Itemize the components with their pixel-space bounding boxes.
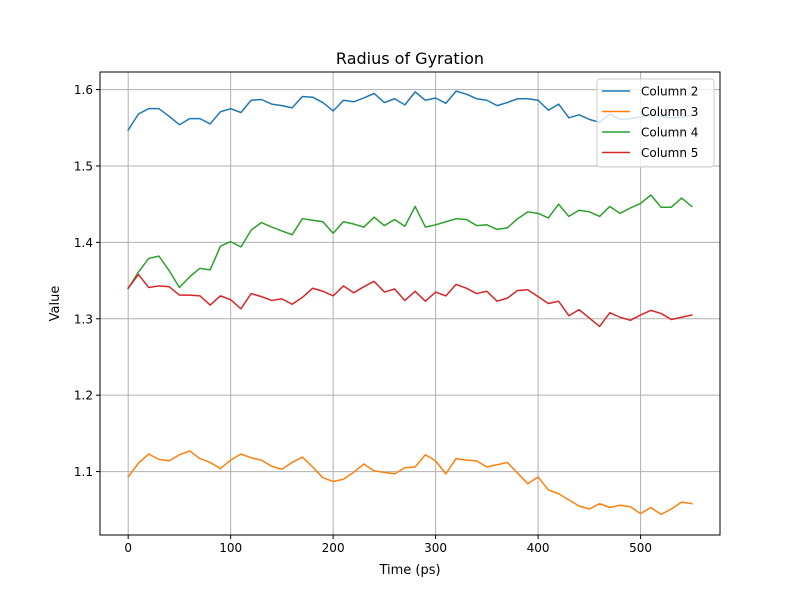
series-line-5 [127, 273, 693, 328]
legend: Column 2 Column 3 Column 4 Column 5 [596, 78, 715, 168]
y-tick-label: 1.4 [74, 236, 93, 250]
axis-ticks: 0 100 200 300 400 500 1.1 1.2 1.3 1.4 1.5 1.6 [74, 83, 652, 555]
legend-label: Column 5 [641, 146, 698, 160]
legend-label: Column 4 [641, 126, 698, 140]
x-tick-label: 0 [124, 541, 132, 555]
chart-title: Radius of Gyration [336, 49, 484, 68]
x-tick-label: 200 [322, 541, 345, 555]
legend-label: Column 3 [641, 105, 698, 119]
axes-frame [99, 71, 721, 536]
legend-label: Column 2 [641, 85, 698, 99]
y-axis-label: Value [48, 286, 63, 322]
y-tick-label: 1.2 [74, 389, 93, 403]
y-tick-label: 1.1 [74, 465, 93, 479]
series-line-3 [127, 450, 693, 516]
x-tick-label: 100 [219, 541, 242, 555]
legend-box [596, 78, 715, 168]
x-tick-label: 400 [527, 541, 550, 555]
y-tick-label: 1.5 [74, 159, 93, 173]
series-line-4 [127, 194, 693, 290]
x-tick-label: 500 [629, 541, 652, 555]
x-axis-label: Time (ps) [378, 563, 440, 578]
x-tick-label: 300 [424, 541, 447, 555]
y-tick-label: 1.3 [74, 312, 93, 326]
y-tick-label: 1.6 [74, 83, 93, 97]
